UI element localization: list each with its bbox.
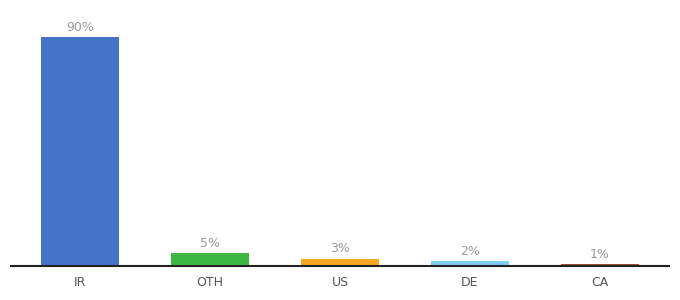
Bar xyxy=(301,259,379,266)
Bar xyxy=(171,254,249,266)
Text: 2%: 2% xyxy=(460,245,480,258)
Text: 3%: 3% xyxy=(330,242,350,256)
Text: 90%: 90% xyxy=(66,21,94,34)
Bar xyxy=(431,261,509,266)
Bar xyxy=(41,37,119,266)
Text: 1%: 1% xyxy=(590,248,610,261)
Bar xyxy=(561,264,639,266)
Text: 5%: 5% xyxy=(200,237,220,250)
